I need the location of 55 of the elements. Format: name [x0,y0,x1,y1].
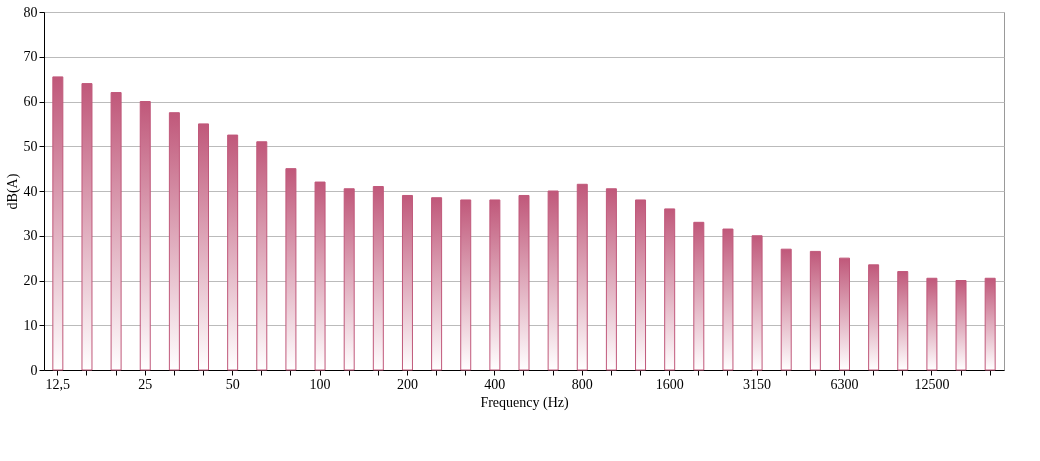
bar [110,92,122,371]
y-axis-title: dB(A) [4,173,21,210]
bar [635,199,647,371]
bar [81,83,93,371]
y-tick-label: 10 [23,317,38,333]
bar [984,277,996,371]
y-tick-label: 80 [23,4,38,20]
bar [489,199,501,371]
x-tick-label: 200 [396,376,418,392]
bar [926,277,938,371]
y-tick-label: 50 [23,138,38,154]
bar [343,188,355,371]
bar [401,194,413,371]
bar [52,76,64,371]
x-tick-label: 6300 [830,376,859,392]
bar [314,181,326,371]
bar [780,248,792,371]
bar [198,123,210,371]
bar [431,197,443,371]
bar [460,199,472,371]
y-tick-label: 60 [23,94,38,109]
y-tick-label: 0 [30,362,38,378]
bar [955,280,967,371]
bar [868,264,880,371]
bar [809,250,821,371]
bar [547,190,559,371]
bar [664,208,676,371]
x-tick-label: 12,5 [45,376,71,392]
bar [285,168,297,371]
bar [256,141,268,371]
x-axis-title: Frequency (Hz) [480,394,569,411]
x-tick-label: 1600 [655,376,684,392]
bar [605,188,617,371]
bar [139,101,151,371]
bar [693,221,705,371]
bar [751,235,763,371]
y-tick-label: 30 [23,228,38,244]
bar [227,134,239,371]
x-tick-label: 400 [484,376,506,392]
bar [576,183,588,371]
y-tick-label: 70 [23,49,38,65]
x-tick-label: 100 [309,376,331,392]
bar [838,257,850,371]
bar [518,194,530,371]
bar [168,112,180,371]
bar [897,271,909,371]
x-tick-label: 3150 [743,376,772,392]
bar [722,228,734,371]
y-tick-label: 40 [23,183,38,199]
x-tick-label: 12500 [914,376,950,392]
x-tick-label: 25 [138,376,153,392]
bar [372,186,384,371]
y-tick-label: 20 [23,273,38,288]
x-tick-label: 50 [225,376,240,392]
x-tick-label: 800 [571,376,593,392]
